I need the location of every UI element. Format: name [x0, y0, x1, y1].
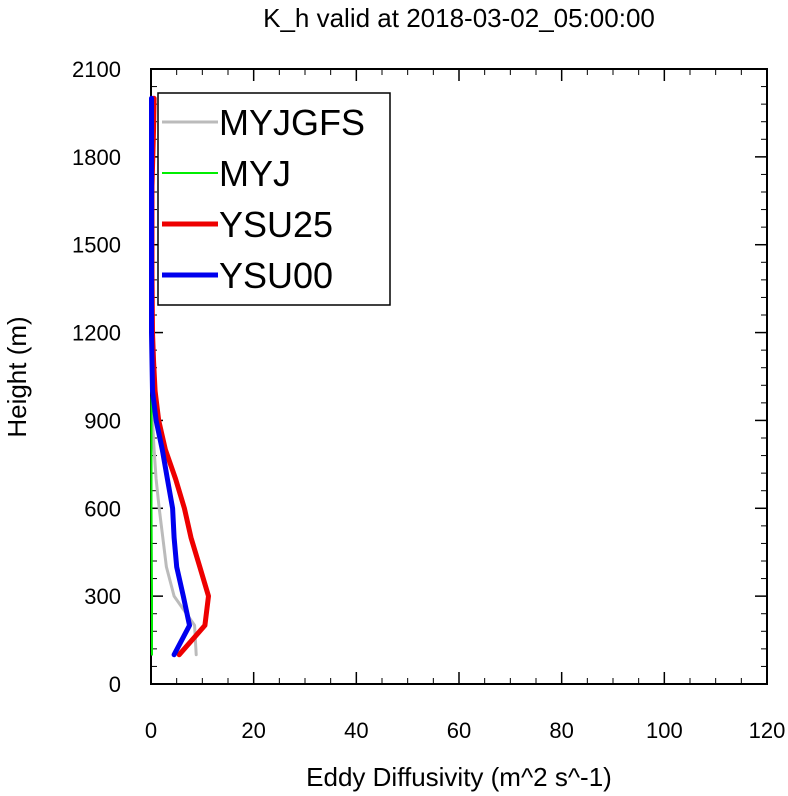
- legend-label-ysu25: YSU25: [219, 204, 333, 245]
- series-group: [149, 95, 211, 658]
- y-tick-label: 0: [109, 672, 121, 697]
- x-tick-label: 60: [447, 718, 471, 743]
- y-tick-label: 600: [84, 496, 121, 521]
- y-tick-label: 1200: [72, 321, 121, 346]
- x-axis-label: Eddy Diffusivity (m^2 s^-1): [306, 762, 612, 792]
- x-tick-label: 0: [145, 718, 157, 743]
- chart-title: K_h valid at 2018-03-02_05:00:00: [263, 3, 655, 33]
- legend-label-myj: MYJ: [219, 153, 291, 194]
- y-axis-label: Height (m): [2, 316, 32, 437]
- y-tick-label: 2100: [72, 57, 121, 82]
- series-line-ysu00: [149, 95, 192, 658]
- legend-label-myjgfs: MYJGFS: [219, 102, 365, 143]
- x-tick-label: 20: [241, 718, 265, 743]
- y-tick-label: 300: [84, 584, 121, 609]
- x-tick-label: 120: [749, 718, 786, 743]
- y-tick-label: 1800: [72, 145, 121, 170]
- legend-label-ysu00: YSU00: [219, 255, 333, 296]
- y-tick-label: 900: [84, 408, 121, 433]
- legend-box: [157, 92, 391, 306]
- x-tick-label: 100: [646, 718, 683, 743]
- y-tick-label: 1500: [72, 233, 121, 258]
- legend: MYJGFS MYJ YSU25 YSU00: [157, 92, 391, 306]
- x-tick-label: 40: [344, 718, 368, 743]
- x-tick-label: 80: [549, 718, 573, 743]
